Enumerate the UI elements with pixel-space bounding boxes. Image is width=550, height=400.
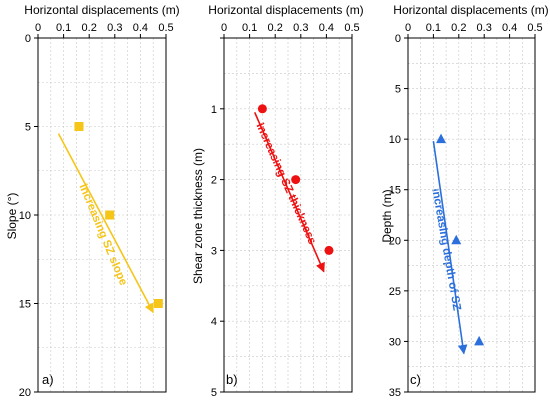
- data-point-circle: [257, 104, 267, 114]
- y-tick-label: 5: [211, 387, 217, 399]
- gridlines: [408, 38, 535, 392]
- y-tick-label: 0: [395, 33, 401, 45]
- data-point-circle: [291, 175, 301, 185]
- panel-label: b): [226, 372, 238, 387]
- y-tick-label: 2: [211, 175, 217, 187]
- y-tick-label: 5: [395, 84, 401, 96]
- y-tick-label: 10: [19, 210, 31, 222]
- x-tick-label: 0.4: [319, 22, 334, 34]
- data-point-square: [105, 210, 115, 220]
- x-tick-label: 0: [35, 22, 41, 34]
- x-tick-label: 0.1: [426, 22, 441, 34]
- y-axis-label: Shear zone thickness (m): [191, 148, 205, 284]
- panel-label: c): [410, 372, 421, 387]
- y-tick-label: 3: [211, 245, 217, 257]
- x-tick-label: 0.5: [158, 22, 173, 34]
- y-tick-label: 35: [389, 387, 401, 399]
- x-axis-label: Horizontal displacements (m): [208, 3, 363, 17]
- data-point-circle: [324, 245, 334, 255]
- trend-arrow: [432, 141, 468, 355]
- y-tick-label: 1: [211, 104, 217, 116]
- data-point-triangle: [451, 234, 462, 245]
- x-tick-label: 0.3: [477, 22, 492, 34]
- y-axis-label: Depth (m): [380, 189, 394, 242]
- x-tick-label: 0.1: [56, 22, 71, 34]
- panel-label: a): [42, 372, 54, 387]
- x-tick-label: 0: [405, 22, 411, 34]
- y-tick-label: 15: [19, 299, 31, 311]
- x-tick-label: 0.3: [107, 22, 122, 34]
- x-tick-label: 0.1: [242, 22, 257, 34]
- x-tick-label: 0: [221, 22, 227, 34]
- plot-frame: [223, 37, 353, 393]
- panel-a: Horizontal displacements (m) Slope (°) a…: [5, 3, 180, 399]
- data-point-square: [153, 299, 163, 308]
- y-tick-label: 20: [19, 387, 31, 399]
- x-axis-label: Horizontal displacements (m): [393, 3, 548, 17]
- trend-annotation: increasing SZ slope: [76, 182, 129, 287]
- gridlines: [224, 38, 352, 392]
- y-tick-label: 4: [211, 316, 217, 328]
- data-point-triangle: [474, 335, 485, 346]
- x-tick-label: 0.5: [527, 22, 542, 34]
- x-tick-label: 0.4: [502, 22, 517, 34]
- x-tick-label: 0.3: [293, 22, 308, 34]
- y-tick-label: 15: [389, 185, 401, 197]
- x-tick-label: 0.2: [82, 22, 97, 34]
- trend-arrow: [57, 133, 154, 314]
- data-point-triangle: [436, 133, 447, 144]
- y-tick-label: 10: [389, 134, 401, 146]
- x-tick-label: 0.5: [344, 22, 359, 34]
- panel-c: Horizontal displacements (m) Depth (m) c…: [380, 3, 549, 399]
- data-point-square: [74, 122, 84, 131]
- y-tick-label: 20: [389, 235, 401, 247]
- x-tick-label: 0.4: [133, 22, 148, 34]
- y-tick-label: 25: [389, 286, 401, 298]
- x-tick-label: 0.2: [451, 22, 466, 34]
- y-tick-label: 0: [25, 33, 31, 45]
- y-axis-label: Slope (°): [5, 193, 19, 240]
- plot-frame: [407, 37, 536, 393]
- y-tick-label: 5: [25, 122, 31, 134]
- trend-arrow: [253, 112, 325, 273]
- x-tick-label: 0.2: [268, 22, 283, 34]
- y-tick-label: 30: [389, 336, 401, 348]
- x-axis-label: Horizontal displacements (m): [24, 3, 179, 17]
- panel-b: Horizontal displacements (m) Shear zone …: [191, 3, 364, 399]
